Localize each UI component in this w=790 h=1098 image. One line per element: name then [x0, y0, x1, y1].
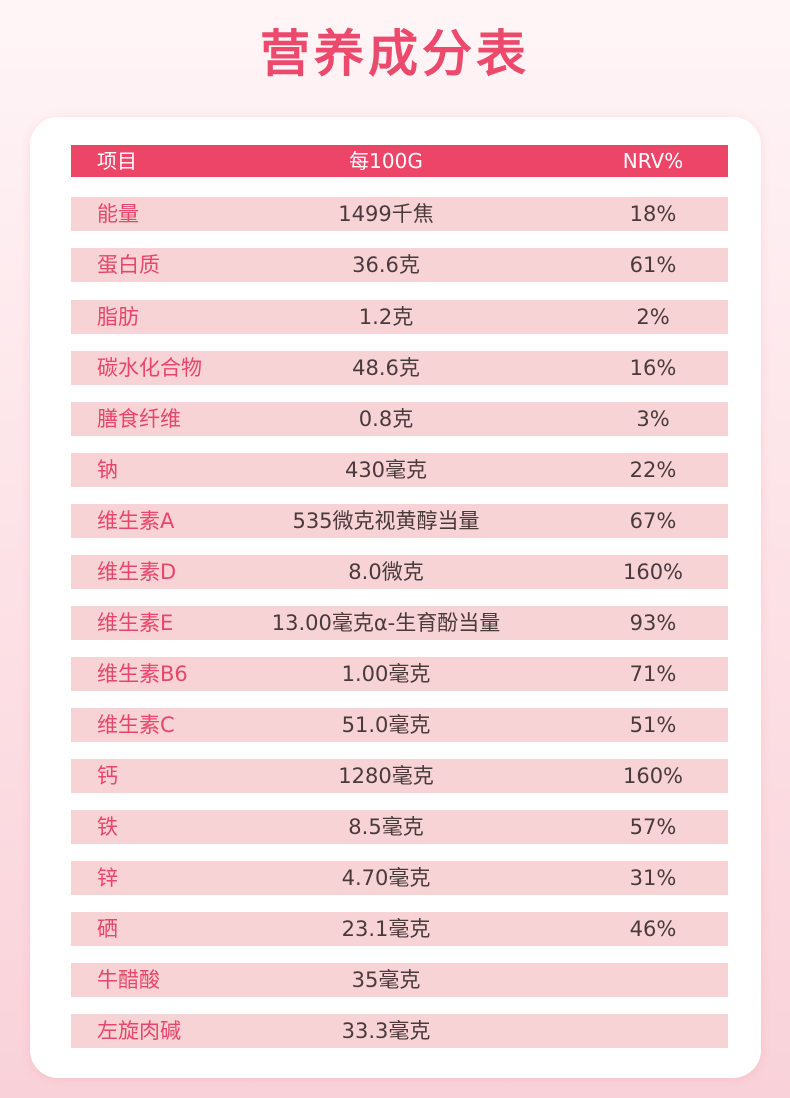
nutrient-name: 膳食纤维	[97, 407, 181, 431]
table-row: 维生素A 535微克视黄醇当量 67%	[71, 504, 728, 538]
nutrient-name: 钙	[97, 764, 118, 788]
nutrient-name: 蛋白质	[97, 253, 160, 277]
nutrient-nrv: 71%	[629, 662, 677, 686]
nutrient-amount: 13.00毫克α-生育酚当量	[271, 611, 501, 635]
nutrient-name: 硒	[97, 917, 118, 941]
nutrient-nrv: 160%	[622, 764, 684, 788]
nutrient-name: 维生素D	[97, 560, 177, 584]
nutrient-amount: 8.5毫克	[348, 815, 424, 839]
nutrient-name: 锌	[97, 866, 118, 890]
nutrient-amount: 8.0微克	[348, 560, 424, 584]
table-row: 脂肪 1.2克 2%	[71, 300, 728, 334]
nutrient-amount: 0.8克	[358, 407, 414, 431]
nutrient-name: 能量	[97, 202, 139, 226]
nutrient-nrv: 22%	[629, 458, 677, 482]
table-row: 钠 430毫克 22%	[71, 453, 728, 487]
nutrient-amount: 35毫克	[351, 968, 421, 992]
nutrient-nrv: 61%	[629, 253, 677, 277]
nutrient-name: 维生素A	[97, 509, 175, 533]
header-item: 项目	[97, 149, 137, 173]
nutrient-nrv: 18%	[629, 202, 677, 226]
table-row: 锌 4.70毫克 31%	[71, 861, 728, 895]
table-row: 铁 8.5毫克 57%	[71, 810, 728, 844]
nutrient-nrv: 16%	[629, 356, 677, 380]
nutrient-amount: 51.0毫克	[341, 713, 431, 737]
nutrient-name: 碳水化合物	[97, 356, 202, 380]
table-row: 蛋白质 36.6克 61%	[71, 248, 728, 282]
nutrient-nrv: 57%	[629, 815, 677, 839]
table-row: 钙 1280毫克 160%	[71, 759, 728, 793]
nutrient-name: 左旋肉碱	[97, 1019, 181, 1043]
nutrient-nrv: 67%	[629, 509, 677, 533]
nutrient-nrv	[571, 1014, 735, 1048]
nutrient-nrv: 160%	[622, 560, 684, 584]
nutrient-name: 牛醋酸	[97, 968, 160, 992]
nutrient-amount: 48.6克	[352, 356, 420, 380]
table-header: 项目 每100G NRV%	[71, 145, 728, 177]
nutrient-amount: 1499千焦	[338, 202, 434, 226]
table-row: 维生素D 8.0微克 160%	[71, 555, 728, 589]
nutrient-name: 维生素C	[97, 713, 175, 737]
table-row: 硒 23.1毫克 46%	[71, 912, 728, 946]
nutrient-nrv: 93%	[629, 611, 677, 635]
nutrient-nrv: 2%	[636, 305, 670, 329]
nutrient-name: 铁	[97, 815, 118, 839]
nutrient-amount: 1.00毫克	[341, 662, 431, 686]
table-row: 碳水化合物 48.6克 16%	[71, 351, 728, 385]
table-row: 膳食纤维 0.8克 3%	[71, 402, 728, 436]
table-row: 牛醋酸 35毫克	[71, 963, 728, 997]
nutrient-name: 钠	[97, 458, 118, 482]
nutrient-nrv: 46%	[629, 917, 677, 941]
nutrient-name: 维生素E	[97, 611, 174, 635]
page-title: 营养成分表	[260, 25, 530, 83]
nutrient-nrv: 51%	[629, 713, 677, 737]
table-row: 维生素B6 1.00毫克 71%	[71, 657, 728, 691]
nutrient-amount: 535微克视黄醇当量	[292, 509, 480, 533]
nutrient-nrv: 31%	[629, 866, 677, 890]
table-row: 维生素E 13.00毫克α-生育酚当量 93%	[71, 606, 728, 640]
nutrient-amount: 4.70毫克	[341, 866, 431, 890]
table-row: 左旋肉碱 33.3毫克	[71, 1014, 728, 1048]
header-nrv: NRV%	[622, 149, 684, 173]
nutrient-nrv	[571, 963, 735, 997]
nutrient-amount: 23.1毫克	[341, 917, 431, 941]
nutrient-amount: 33.3毫克	[341, 1019, 431, 1043]
nutrient-amount: 1280毫克	[338, 764, 434, 788]
nutrient-nrv: 3%	[636, 407, 670, 431]
nutrient-amount: 36.6克	[352, 253, 420, 277]
header-per-100g: 每100G	[349, 149, 423, 173]
nutrient-amount: 430毫克	[344, 458, 428, 482]
nutrient-name: 维生素B6	[97, 662, 188, 686]
table-row: 维生素C 51.0毫克 51%	[71, 708, 728, 742]
nutrient-amount: 1.2克	[358, 305, 414, 329]
table-row: 能量 1499千焦 18%	[71, 197, 728, 231]
nutrient-name: 脂肪	[97, 305, 139, 329]
